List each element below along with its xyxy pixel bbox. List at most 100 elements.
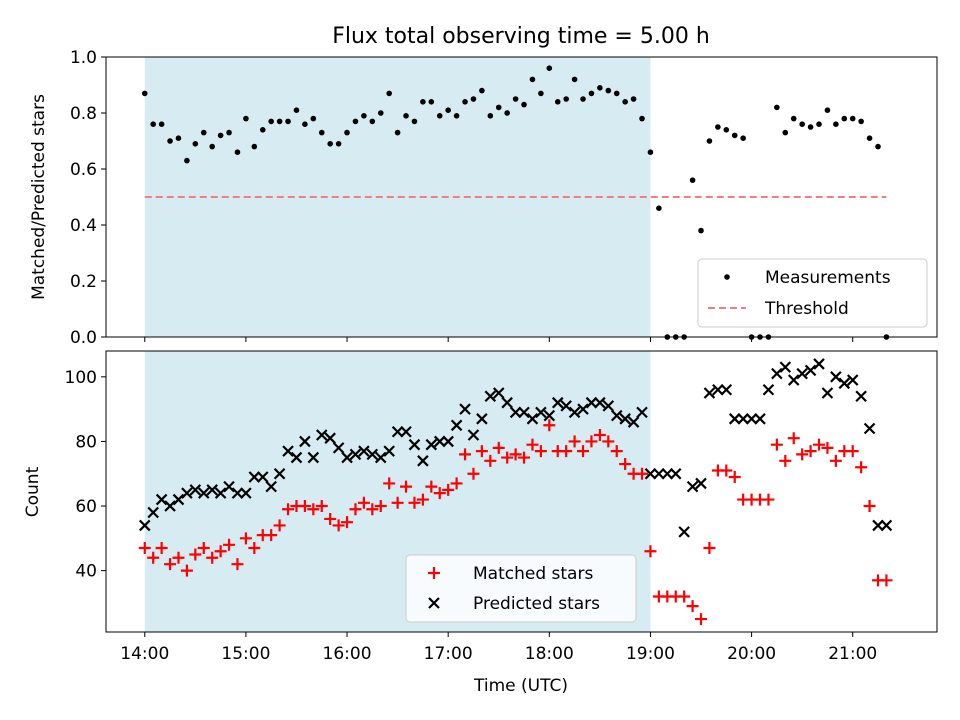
matched-star-point: [189, 548, 202, 561]
bottom-y-tick-label: 80: [75, 432, 97, 452]
predicted-star-point: [408, 438, 421, 451]
measurement-point: [361, 113, 367, 119]
matched-star-point: [577, 445, 590, 458]
matched-star-point: [425, 480, 438, 493]
legend-label-matched: Matched stars: [473, 564, 593, 584]
matched-star-point: [804, 445, 817, 458]
top-legend-box: [697, 258, 928, 328]
predicted-star-point: [400, 425, 412, 438]
measurement-point: [597, 85, 603, 91]
matched-star-point: [433, 487, 446, 500]
x-tick-label: 17:00: [424, 644, 473, 664]
predicted-star-point: [189, 484, 202, 496]
measurement-point: [184, 157, 190, 164]
measurement-point: [436, 113, 443, 119]
measurement-point: [529, 76, 536, 83]
measurement-point: [849, 115, 856, 122]
measurement-point: [462, 99, 468, 105]
predicted-star-point: [459, 403, 471, 415]
matched-star-point: [821, 441, 834, 454]
predicted-star-points: [138, 358, 893, 538]
predicted-star-point: [467, 429, 480, 441]
measurement-point: [588, 90, 595, 97]
matched-star-point: [593, 428, 606, 441]
predicted-star-point: [737, 413, 749, 425]
measurement-points: [141, 65, 890, 340]
matched-star-point: [383, 477, 396, 490]
predicted-star-point: [366, 448, 379, 461]
legend-label-predicted: Predicted stars: [473, 594, 600, 614]
predicted-star-point: [821, 387, 834, 399]
measurement-point: [824, 107, 831, 113]
predicted-star-point: [872, 519, 884, 532]
x-tick-label: 21:00: [828, 644, 877, 664]
measurement-point: [546, 65, 553, 71]
measurement-point: [293, 107, 300, 113]
measurement-point: [428, 99, 435, 105]
predicted-star-point: [560, 400, 572, 412]
matched-star-point: [459, 448, 472, 461]
matched-star-point: [619, 458, 632, 471]
predicted-star-point: [754, 413, 766, 425]
measurement-point: [866, 135, 873, 141]
x-axis-label: Time (UTC): [473, 676, 568, 696]
top-y-tick-label: 0.2: [70, 272, 97, 292]
measurement-point: [639, 115, 645, 122]
predicted-star-point: [442, 435, 454, 448]
matched-star-point: [484, 454, 497, 467]
predicted-star-point: [695, 477, 707, 490]
x-tick-label: 14:00: [120, 644, 169, 664]
legend-marker-predicted: [428, 597, 440, 609]
predicted-star-point: [450, 419, 463, 432]
matched-star-point: [450, 477, 463, 490]
predicted-star-point: [855, 390, 867, 402]
matched-star-point: [796, 448, 809, 461]
matched-star-points: [138, 419, 893, 626]
x-tick-label: 19:00: [626, 644, 675, 664]
measurement-point: [251, 143, 258, 150]
matched-star-point: [585, 435, 598, 448]
predicted-star-point: [358, 445, 370, 457]
measurement-point: [369, 118, 376, 125]
measurement-point: [276, 118, 283, 125]
top-y-tick-label: 1.0: [70, 48, 97, 68]
bottom-y-tick-label: 100: [65, 368, 97, 388]
top-y-tick-label: 0.0: [70, 328, 97, 348]
predicted-star-point: [526, 413, 539, 425]
predicted-star-point: [492, 387, 505, 399]
measurement-point: [217, 132, 224, 139]
measurement-point: [875, 143, 881, 150]
predicted-star-point: [282, 445, 294, 457]
predicted-star-point: [745, 413, 758, 425]
measurement-point: [740, 135, 746, 141]
measurement-point: [445, 107, 451, 113]
measurement-point: [816, 121, 822, 127]
matched-star-point: [720, 464, 733, 477]
top-axes-frame: [105, 56, 938, 338]
measurement-point: [209, 143, 215, 150]
matched-star-point: [341, 516, 354, 529]
matched-star-point: [678, 590, 691, 603]
matched-star-point: [686, 600, 699, 613]
matched-star-point: [770, 438, 783, 451]
measurement-point: [335, 141, 342, 147]
measurement-point: [487, 113, 494, 119]
predicted-star-point: [240, 487, 252, 499]
predicted-star-point: [332, 442, 345, 454]
measurement-point: [563, 96, 569, 102]
measurement-point: [833, 121, 839, 127]
matched-star-point: [644, 545, 657, 558]
predicted-star-point: [610, 409, 623, 422]
matched-star-point: [610, 445, 623, 458]
predicted-star-point: [155, 493, 168, 506]
measurement-point: [613, 90, 620, 97]
predicted-star-point: [248, 471, 261, 483]
measurement-point: [571, 76, 578, 83]
matched-star-point: [138, 542, 151, 555]
predicted-star-point: [787, 374, 800, 386]
predicted-star-point: [206, 484, 218, 496]
x-tick-label: 20:00: [727, 644, 776, 664]
measurement-point: [504, 110, 510, 116]
matched-star-point: [206, 551, 219, 564]
